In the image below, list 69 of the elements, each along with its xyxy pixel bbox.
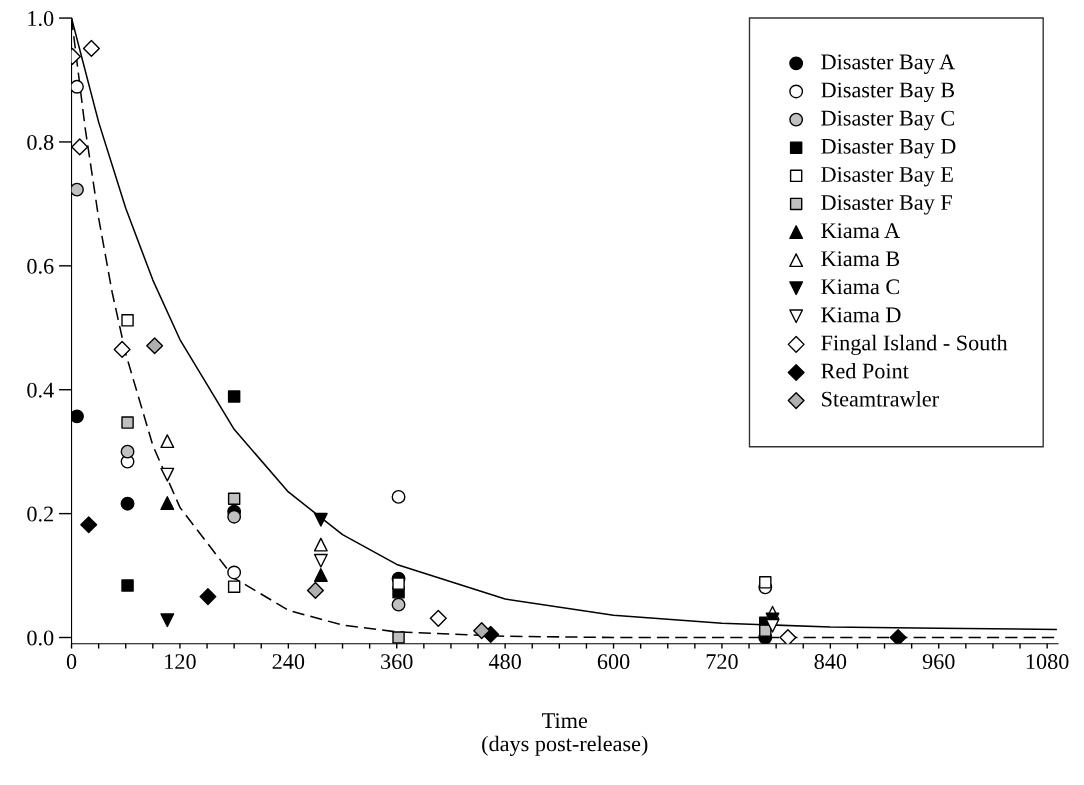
point (160, 434, 175, 449)
point (120, 444, 135, 459)
x-axis-title: Time (days post-release) (482, 713, 648, 756)
point (227, 390, 241, 403)
legend-label: Disaster Bay A (821, 54, 955, 74)
legend-label: Kiama D (821, 307, 901, 323)
point (113, 340, 131, 359)
point (71, 182, 84, 197)
legend-label: Disaster Bay E (821, 166, 953, 187)
point (306, 581, 324, 599)
point (313, 537, 328, 552)
y-tick-label: 0.2 (27, 506, 53, 522)
point (82, 39, 100, 57)
legend-label: Disaster Bay C (821, 110, 954, 131)
point (779, 628, 797, 644)
x-tick-label: 0 (66, 654, 77, 670)
x-tick-label: 360 (381, 654, 413, 670)
x-tick-label: 600 (597, 654, 630, 670)
y-tick-label: 1.0 (28, 10, 54, 27)
legend-label: Disaster Bay F (821, 195, 952, 215)
point (889, 628, 907, 644)
point (71, 138, 89, 156)
x-tick-label: 240 (272, 654, 305, 670)
point (160, 467, 175, 482)
point (227, 509, 242, 524)
point (121, 416, 134, 429)
point (160, 613, 175, 628)
point (313, 567, 328, 582)
y-tick-label: 0.4 (27, 382, 54, 398)
x-tick-label: 1080 (1026, 654, 1069, 670)
point (227, 492, 241, 505)
legend-label: Red Point (821, 362, 909, 379)
x-tick-label: 840 (814, 654, 847, 670)
point (120, 496, 135, 511)
point (759, 576, 772, 589)
legend-label: Disaster Bay D (821, 138, 956, 159)
x-tick-label: 960 (922, 654, 955, 670)
point (391, 597, 406, 612)
point (392, 631, 405, 644)
x-tick-label: 480 (488, 654, 521, 670)
point (759, 624, 772, 637)
point (71, 79, 84, 94)
point (121, 579, 134, 592)
point (71, 409, 84, 424)
point (160, 496, 175, 511)
x-tick-label: 720 (706, 654, 738, 670)
point (391, 489, 406, 504)
legend-label: Fingal Island - South (821, 334, 1008, 355)
point (199, 588, 217, 606)
point (473, 622, 491, 640)
legend-label: Kiama B (821, 251, 900, 267)
y-tick-label: 0.0 (27, 630, 54, 646)
legend-label: Kiama C (821, 279, 899, 295)
y-tick-label: 0.6 (27, 258, 54, 274)
y-tick-label: 0.8 (27, 134, 54, 150)
point (313, 512, 328, 527)
legend-label: Kiama A (821, 223, 901, 239)
point (121, 314, 134, 327)
legend-label: Steamtrawler (822, 390, 939, 407)
point (146, 337, 164, 355)
point (227, 580, 241, 593)
point (80, 516, 98, 534)
point (392, 577, 405, 590)
point (765, 618, 780, 633)
point (313, 553, 328, 568)
point (227, 565, 242, 580)
x-tick-label: 120 (165, 654, 196, 670)
point (429, 609, 447, 627)
legend-label: Disaster Bay B (821, 82, 955, 103)
